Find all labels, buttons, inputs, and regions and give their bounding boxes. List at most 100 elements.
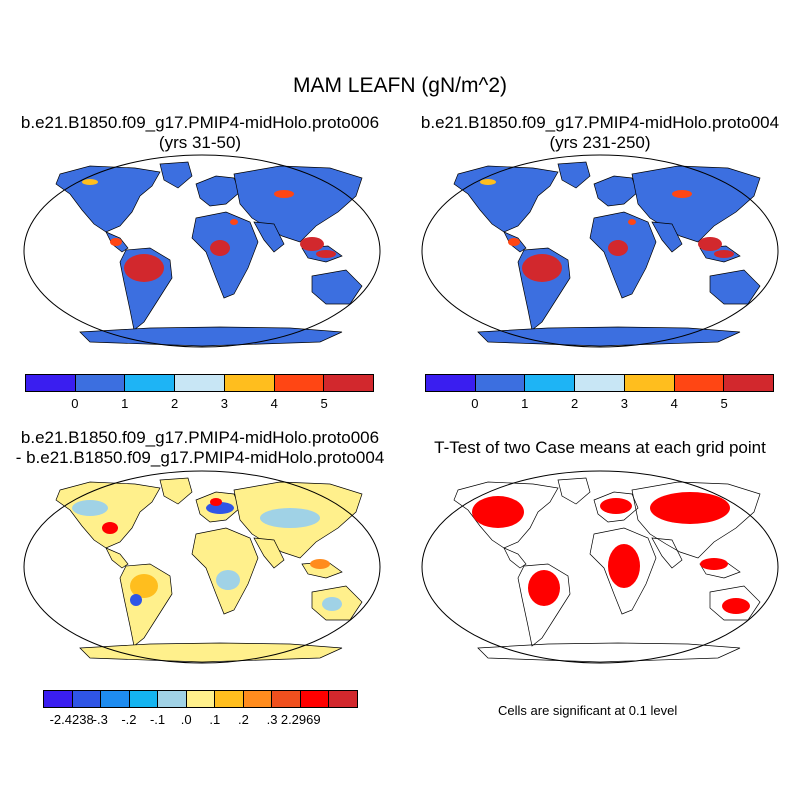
continent-africa — [589, 527, 657, 615]
sig-australia — [722, 598, 750, 614]
continent-greenland — [159, 477, 193, 505]
colorbar-2-box-7 — [724, 375, 774, 391]
na-red-anomaly — [102, 522, 118, 534]
continent-arabia-india — [651, 221, 683, 253]
colorbar-diff-tick-label: -2.4238 — [49, 712, 94, 727]
map4-land-outline — [453, 477, 761, 663]
colorbar-1-tick-label: 5 — [320, 396, 328, 411]
amazon-hotspot — [522, 254, 562, 282]
asia-blue-anomaly — [260, 508, 320, 528]
colorbar-diff-tick-label: .0 — [180, 712, 192, 727]
asia-patch — [672, 190, 692, 198]
colorbar-2-tick-label: 0 — [471, 396, 479, 411]
continent-north-america — [55, 165, 161, 233]
colorbar-2-tick-label: 3 — [620, 396, 629, 411]
na-light-blue-anomaly — [72, 500, 108, 516]
panel4-title: T-Test of two Case means at each grid po… — [400, 438, 800, 458]
indonesia-hotspot — [714, 250, 734, 258]
panel2-title-line1: b.e21.B1850.f09_g17.PMIP4-midHolo.proto0… — [420, 113, 780, 132]
sig-se-asia — [700, 558, 728, 570]
continent-asia — [631, 481, 761, 559]
panel3-title-line1: b.e21.B1850.f09_g17.PMIP4-midHolo.proto0… — [20, 428, 380, 447]
congo-hotspot — [608, 240, 628, 256]
colorbar-1-tick-label: 1 — [121, 396, 129, 411]
asia-patch — [274, 190, 294, 198]
colorbar-diff-tick-label: -.1 — [149, 712, 166, 727]
continent-north-america — [55, 481, 161, 549]
colorbar-1-box-6 — [274, 375, 325, 391]
panel1-title: b.e21.B1850.f09_g17.PMIP4-midHolo.proto0… — [0, 113, 400, 153]
map3-land — [55, 477, 363, 663]
colorbar-panel-2 — [425, 374, 774, 392]
colorbar-diff-box-8 — [243, 691, 273, 707]
colorbar-1-box-5 — [224, 375, 275, 391]
map1-hotspots — [82, 179, 336, 282]
map1-frame — [23, 154, 381, 348]
colorbar-2-tick-label: 1 — [521, 396, 529, 411]
panel3-title-line2: - b.e21.B1850.f09_g17.PMIP4-midHolo.prot… — [15, 448, 385, 467]
sig-north-america — [472, 496, 524, 528]
colorbar-difference — [43, 690, 358, 708]
significance-note: Cells are significant at 0.1 level — [498, 703, 678, 718]
continent-australia — [311, 269, 363, 305]
colorbar-diff-tick-label: .3 — [266, 712, 278, 727]
continent-europe — [593, 491, 639, 523]
map-panel-3-difference — [23, 470, 381, 664]
se-asia-hotspot — [300, 237, 324, 251]
colorbar-1-box-7 — [324, 375, 374, 391]
africa-patch — [230, 219, 238, 225]
colorbar-diff-box-5 — [158, 691, 187, 707]
colorbar-diff-tick-label: .2 — [238, 712, 249, 727]
sig-south-america — [528, 570, 560, 606]
colorbar-diff-tick-label: -.2 — [121, 712, 137, 727]
continent-north-america — [453, 481, 559, 549]
continent-central-america — [503, 547, 527, 569]
colorbar-2-box-3 — [525, 375, 576, 391]
colorbar-diff-box-7 — [215, 691, 244, 707]
colorbar-diff-box-4 — [129, 691, 159, 707]
colorbar-1-tick-label: 4 — [270, 396, 278, 411]
continent-antarctica — [477, 326, 741, 347]
map4-frame — [421, 470, 779, 664]
continent-australia — [709, 269, 761, 305]
africa-blue-anomaly — [216, 570, 240, 590]
continent-europe — [195, 175, 241, 207]
sig-asia — [650, 492, 730, 524]
colorbar-diff-box-6 — [186, 691, 216, 707]
colorbar-1-tick-label: 2 — [170, 396, 179, 411]
colorbar-panel-1 — [25, 374, 374, 392]
indonesia-hotspot — [316, 250, 336, 258]
panel3-title: b.e21.B1850.f09_g17.PMIP4-midHolo.proto0… — [0, 428, 400, 468]
colorbar-2-box-5 — [624, 375, 675, 391]
panel2-title: b.e21.B1850.f09_g17.PMIP4-midHolo.proto0… — [400, 113, 800, 153]
colorbar-diff-box-10 — [300, 691, 330, 707]
panel1-title-line2: (yrs 31-50) — [158, 133, 242, 152]
panel1-title-line1: b.e21.B1850.f09_g17.PMIP4-midHolo.proto0… — [20, 113, 380, 132]
europe-red-anomaly — [210, 498, 222, 506]
central-america-hotspot — [508, 238, 520, 246]
congo-hotspot — [210, 240, 230, 256]
continent-antarctica — [477, 642, 741, 663]
map-panel-1 — [23, 154, 381, 348]
continent-arabia-india — [253, 221, 285, 253]
map3-anomalies — [72, 498, 342, 611]
continent-europe — [593, 175, 639, 207]
boreal-patch — [480, 179, 496, 185]
colorbar-diff-tick-label: 2.2969 — [280, 712, 321, 727]
se-asia-hotspot — [698, 237, 722, 251]
continent-greenland — [557, 477, 591, 505]
continent-africa — [589, 211, 657, 299]
colorbar-2-box-6 — [674, 375, 725, 391]
africa-patch — [628, 219, 636, 225]
colorbar-diff-box-9 — [272, 691, 301, 707]
continent-antarctica — [79, 326, 343, 347]
colorbar-1-box-4 — [175, 375, 225, 391]
continent-arabia-india — [253, 537, 285, 569]
map2-hotspots — [480, 179, 734, 282]
sa-orange-anomaly — [130, 574, 158, 598]
map3-frame — [23, 470, 381, 664]
colorbar-1-tick-label: 0 — [71, 396, 79, 411]
colorbar-1-box-3 — [125, 375, 176, 391]
colorbar-2-box-1 — [426, 375, 476, 391]
amazon-hotspot — [124, 254, 164, 282]
